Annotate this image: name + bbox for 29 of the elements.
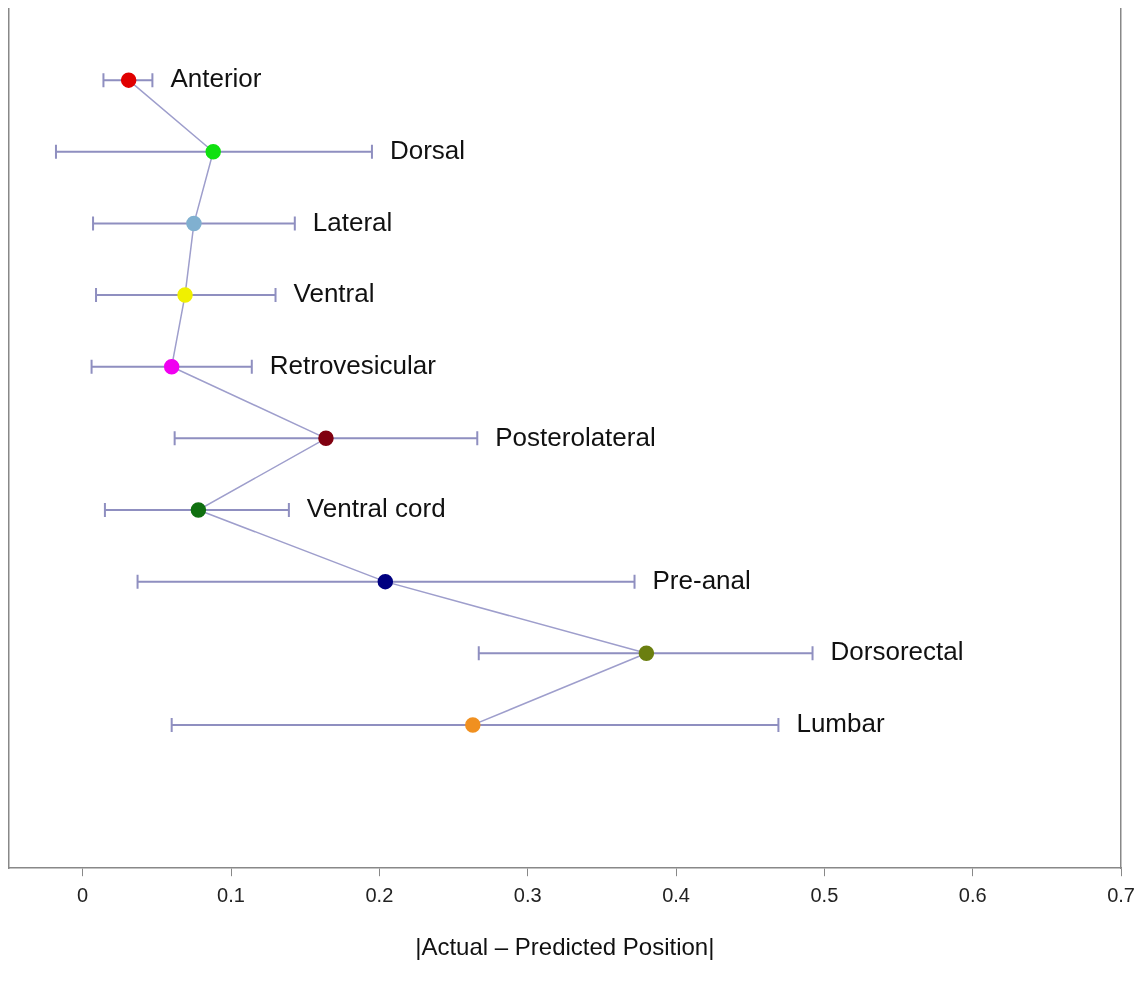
point [318, 430, 334, 447]
y-tick-label: Ventral cord [306, 493, 446, 524]
x-tick-label: 0.3 [513, 883, 542, 906]
y-tick-label: Anterior [170, 63, 262, 94]
point [205, 144, 221, 160]
point [377, 573, 394, 590]
x-axis-title: |Actual – Predicted Position| [415, 933, 715, 961]
y-tick-label: Ventral [293, 278, 375, 309]
y-tick-label: Pre-anal [652, 564, 751, 595]
x-tick-label: 0.4 [662, 883, 690, 906]
point [163, 358, 180, 375]
x-tick-label: 0.1 [217, 883, 245, 906]
x-tick-label: 0.6 [958, 883, 987, 906]
x-tick-label: 0.5 [810, 883, 839, 906]
point [638, 645, 655, 662]
x-tick-label: 0.7 [1107, 883, 1135, 906]
point [190, 502, 207, 518]
y-tick-label: Retrovesicular [269, 349, 437, 380]
y-tick-label: Posterolateral [495, 421, 656, 452]
x-tick-label: 0.2 [365, 883, 394, 906]
y-tick-label: Dorsal [389, 134, 466, 165]
point [120, 72, 137, 88]
point [177, 287, 193, 303]
point [186, 215, 202, 232]
y-tick-label: Dorsorectal [830, 636, 964, 667]
y-tick-label: Lumbar [796, 708, 885, 739]
x-tick-label: 0 [77, 883, 89, 906]
y-tick-label: Lateral [312, 206, 393, 237]
point [465, 717, 481, 733]
